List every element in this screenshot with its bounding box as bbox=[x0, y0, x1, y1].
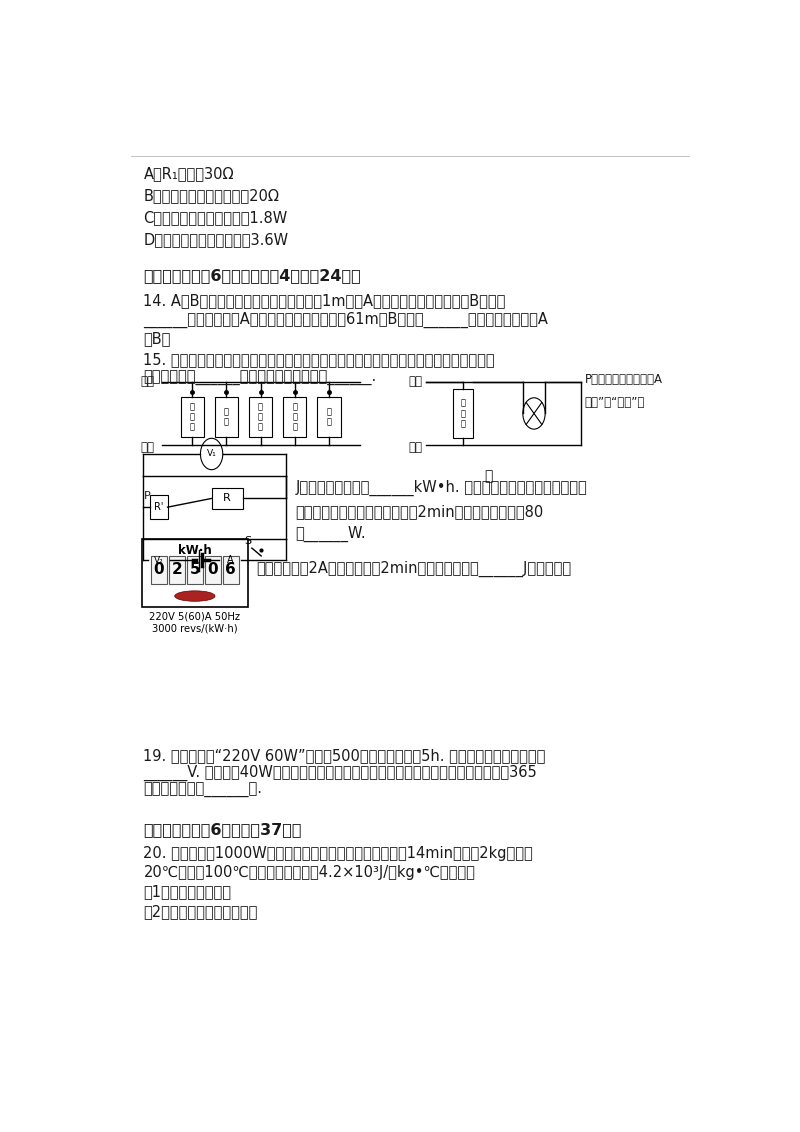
FancyBboxPatch shape bbox=[249, 397, 272, 437]
Text: 0: 0 bbox=[154, 563, 164, 577]
FancyBboxPatch shape bbox=[283, 397, 306, 437]
Text: 15. 如图所示的甲、乙两个电路中，开关闭合后，输电线因电流过大而燃烧起来。甲图产: 15. 如图所示的甲、乙两个电路中，开关闭合后，输电线因电流过大而燃烧起来。甲图… bbox=[143, 352, 495, 367]
Text: 20. 将额定功獴1000W的电热水壶接入家庭电路中，正常工14min，能把2kg的水从: 20. 将额定功獴1000W的电热水壶接入家庭电路中，正常工14min，能把2k… bbox=[143, 847, 533, 861]
FancyBboxPatch shape bbox=[142, 539, 247, 607]
FancyBboxPatch shape bbox=[214, 397, 238, 437]
Text: ______的电阻大；把A剩下的一半再均匀拉长到61m跟B相比，______的电阻小．（选塪A: ______的电阻大；把A剩下的一半再均匀拉长到61m跟B相比，______的电… bbox=[143, 312, 548, 328]
Circle shape bbox=[201, 438, 222, 470]
FancyBboxPatch shape bbox=[187, 556, 203, 584]
FancyBboxPatch shape bbox=[151, 556, 167, 584]
Text: 14. A、B两根完全一样的导线，长度都是1m，把A剪去一半，剩下的一半根B相比，: 14. A、B两根完全一样的导线，长度都是1m，把A剪去一半，剩下的一半根B相比… bbox=[143, 293, 506, 308]
Text: J电能表，其示数为______kW•h. 他想借助家中的电能表测量电热: J电能表，其示数为______kW•h. 他想借助家中的电能表测量电热 bbox=[295, 480, 587, 496]
Text: 金
属
线: 金 属 线 bbox=[460, 398, 466, 428]
Text: S: S bbox=[244, 537, 251, 546]
Text: 6: 6 bbox=[226, 563, 236, 577]
Text: R: R bbox=[223, 494, 231, 504]
Text: 变小”或“不变”）: 变小”或“不变”） bbox=[585, 395, 646, 409]
Text: 零线: 零线 bbox=[409, 440, 422, 454]
FancyBboxPatch shape bbox=[211, 488, 242, 509]
Text: 三、填空题（兲6小题，每小题4分，满24分）: 三、填空题（兲6小题，每小题4分，满24分） bbox=[143, 268, 361, 283]
Text: kW·h: kW·h bbox=[178, 543, 212, 557]
Text: A．R₁的电阶30Ω: A．R₁的电阶30Ω bbox=[143, 166, 234, 181]
Text: 空
调: 空 调 bbox=[224, 408, 229, 427]
Text: A: A bbox=[227, 556, 234, 565]
FancyBboxPatch shape bbox=[317, 397, 341, 437]
Text: 3000 revs/(kW·h): 3000 revs/(kW·h) bbox=[152, 624, 238, 634]
Text: 是______W.: 是______W. bbox=[295, 525, 366, 542]
FancyBboxPatch shape bbox=[453, 388, 473, 438]
Circle shape bbox=[523, 397, 545, 429]
Text: B．滑动变阻器的最大电阶20Ω: B．滑动变阻器的最大电阶20Ω bbox=[143, 188, 279, 203]
Text: 5: 5 bbox=[190, 563, 200, 577]
Text: C．电路消耗的最小总功獴1.8W: C．电路消耗的最小总功獴1.8W bbox=[143, 209, 288, 225]
FancyBboxPatch shape bbox=[169, 556, 185, 584]
Text: 乙: 乙 bbox=[485, 470, 493, 483]
Circle shape bbox=[219, 544, 242, 576]
Text: 2: 2 bbox=[171, 563, 182, 577]
Ellipse shape bbox=[174, 591, 215, 601]
Text: 其他用电器，只让电热器单独工2min，电能表转盘转过80: 其他用电器，只让电热器单独工2min，电能表转盘转过80 bbox=[295, 504, 543, 518]
Text: 四、解答题（兲6小题，满37分）: 四、解答题（兲6小题，满37分） bbox=[143, 822, 302, 837]
Text: 洗
衣
机: 洗 衣 机 bbox=[258, 402, 263, 431]
Text: P向右滑动时，电流表A: P向右滑动时，电流表A bbox=[585, 372, 663, 386]
FancyBboxPatch shape bbox=[205, 556, 221, 584]
Text: 火线: 火线 bbox=[140, 375, 154, 387]
Text: D．电路消耗的最大总功獴3.6W: D．电路消耗的最大总功獴3.6W bbox=[143, 232, 289, 247]
Text: V₂: V₂ bbox=[154, 556, 164, 565]
Text: 天）可节约用电______度.: 天）可节约用电______度. bbox=[143, 782, 262, 798]
Text: 19. 某字校共有“220V 60W”的灯泡500盏，平均每天工5h. 这种灯泡正常工作电压为: 19. 某字校共有“220V 60W”的灯泡500盏，平均每天工5h. 这种灯泡… bbox=[143, 748, 546, 763]
Text: 火线: 火线 bbox=[409, 375, 422, 387]
Text: P: P bbox=[144, 490, 150, 500]
Text: ______V. 如果改用40W的日光灯，不但可以省电，而且比原来更亮了，则该校一年（365: ______V. 如果改用40W的日光灯，不但可以省电，而且比原来更亮了，则该校… bbox=[143, 765, 537, 781]
Text: R': R' bbox=[154, 503, 163, 512]
Text: 电
冰
筱: 电 冰 筱 bbox=[190, 402, 195, 431]
Text: 电阻丝，通过2A的电流时，在2min内产生的热量是______J，消耗的电: 电阻丝，通过2A的电流时，在2min内产生的热量是______J，消耗的电 bbox=[256, 560, 571, 576]
Text: 零线: 零线 bbox=[140, 440, 154, 454]
Text: 20℃加热到100℃，已知水的比热容4.2×10³J/（kg•℃）．求：: 20℃加热到100℃，已知水的比热容4.2×10³J/（kg•℃）．求： bbox=[143, 865, 475, 881]
Circle shape bbox=[148, 544, 170, 576]
Text: （1）水吸收的热量：: （1）水吸收的热量： bbox=[143, 884, 231, 900]
Text: 220V 5(60)A 50Hz: 220V 5(60)A 50Hz bbox=[150, 611, 240, 621]
FancyBboxPatch shape bbox=[222, 556, 239, 584]
Text: 0: 0 bbox=[207, 563, 218, 577]
Text: 或B）: 或B） bbox=[143, 331, 170, 346]
Text: V₁: V₁ bbox=[206, 449, 217, 458]
Text: 微
波
炉: 微 波 炉 bbox=[292, 402, 297, 431]
Text: 生的原因是：______；乙图产生的原因是：______.: 生的原因是：______；乙图产生的原因是：______. bbox=[143, 371, 377, 386]
Text: （2）电热水壶消耗的电能：: （2）电热水壶消耗的电能： bbox=[143, 903, 258, 919]
Text: 电
炉: 电 炉 bbox=[326, 408, 331, 427]
FancyBboxPatch shape bbox=[150, 495, 167, 520]
FancyBboxPatch shape bbox=[181, 397, 204, 437]
